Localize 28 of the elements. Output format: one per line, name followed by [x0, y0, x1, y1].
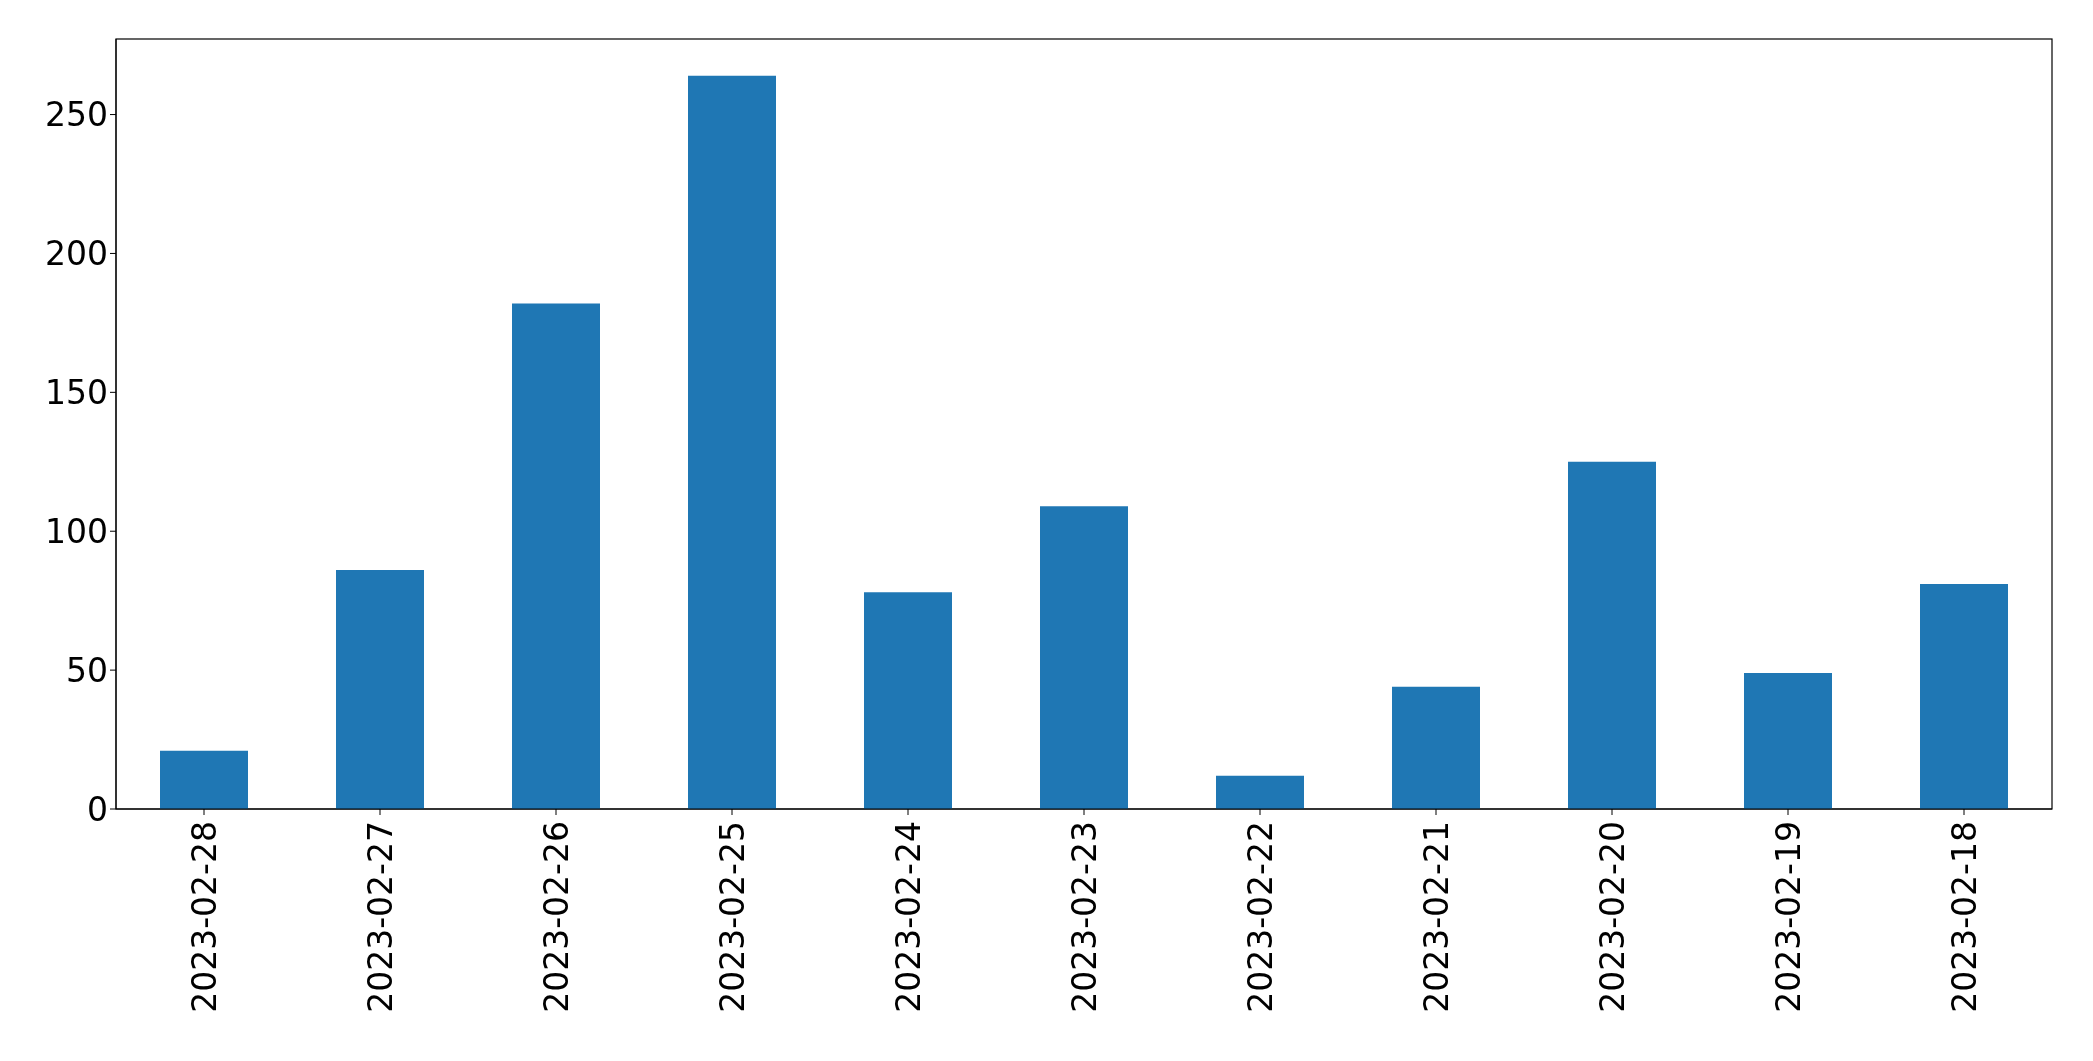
- x-tick-label: 2023-02-24: [888, 821, 928, 1013]
- x-tick-label: 2023-02-27: [360, 821, 400, 1013]
- x-tick-label: 2023-02-26: [536, 821, 576, 1013]
- x-tick-label: 2023-02-19: [1768, 821, 1808, 1013]
- y-tick-label: 150: [45, 373, 108, 413]
- bar: [1392, 686, 1480, 809]
- y-tick-label: 200: [45, 234, 108, 274]
- bar: [864, 592, 952, 809]
- bar: [1040, 506, 1128, 809]
- bar: [688, 75, 776, 809]
- x-tick-label: 2023-02-28: [184, 821, 224, 1013]
- x-tick-label: 2023-02-18: [1944, 821, 1984, 1013]
- bar: [512, 303, 600, 809]
- x-tick-label: 2023-02-21: [1416, 821, 1456, 1013]
- bar: [1744, 672, 1832, 809]
- bar: [1920, 584, 2008, 809]
- y-tick-label: 250: [45, 95, 108, 135]
- bar: [160, 750, 248, 809]
- y-tick-label: 50: [66, 650, 108, 690]
- x-tick-label: 2023-02-23: [1064, 821, 1104, 1013]
- bar: [1568, 461, 1656, 809]
- bar: [1216, 775, 1304, 809]
- y-tick-label: 0: [87, 789, 108, 829]
- x-tick-label: 2023-02-22: [1240, 821, 1280, 1013]
- bar: [336, 570, 424, 809]
- y-tick-label: 100: [45, 511, 108, 551]
- x-tick-label: 2023-02-20: [1592, 821, 1632, 1013]
- x-tick-label: 2023-02-25: [712, 821, 752, 1013]
